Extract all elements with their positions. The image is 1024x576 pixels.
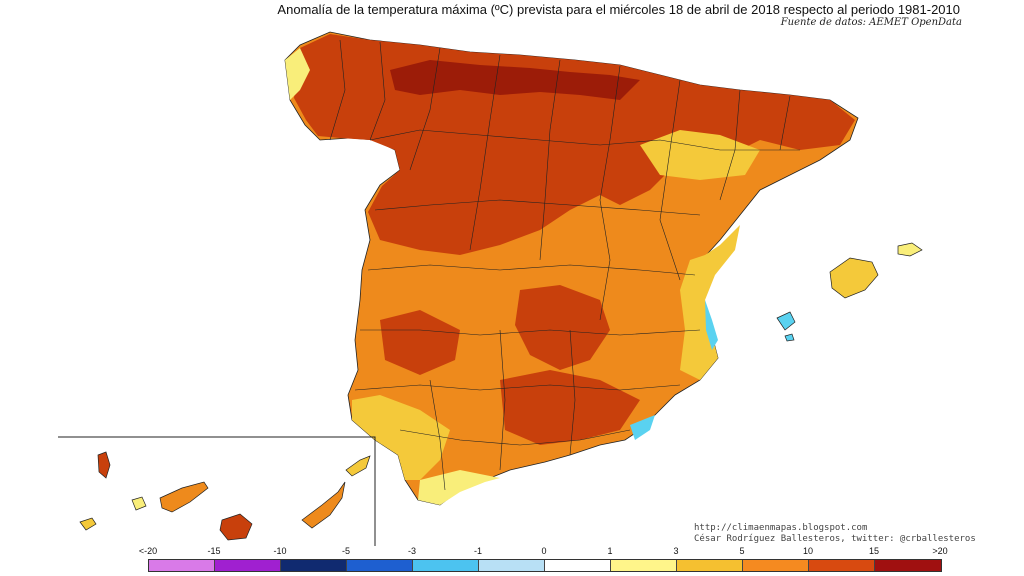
legend-swatch <box>743 560 809 571</box>
province-borders <box>329 39 800 491</box>
color-legend: <-20 -15 -10 -5 -3 -1 0 1 3 5 10 15 >20 <box>139 546 948 576</box>
legend-tick-label: <-20 <box>138 546 158 556</box>
legend-tick-label: 0 <box>541 546 547 556</box>
levante-mild-zone <box>680 225 740 380</box>
legend-tick-label: -3 <box>407 546 417 556</box>
southwest-mild-zone <box>352 395 450 480</box>
legend-tick-label: 3 <box>673 546 679 556</box>
legend-tick-label: 10 <box>802 546 814 556</box>
blog-url: http://climaenmapas.blogspot.com <box>694 523 868 533</box>
legend-tick-label: -10 <box>273 546 287 556</box>
legend-tick-label: 5 <box>739 546 745 556</box>
legend-tick-label: -5 <box>341 546 351 556</box>
legend-tick-label: 1 <box>607 546 613 556</box>
fuerteventura <box>301 481 346 529</box>
data-source: Fuente de datos: AEMET OpenData <box>780 17 962 28</box>
legend-swatch <box>215 560 281 571</box>
lanzarote <box>345 455 371 477</box>
ibiza <box>776 311 796 331</box>
galicia-coast-mild-zone <box>285 48 310 100</box>
legend-swatch <box>479 560 545 571</box>
legend-tick-label: 15 <box>868 546 880 556</box>
la-palma <box>97 451 111 479</box>
mallorca <box>829 257 879 299</box>
andalusia-coast-mild-zone <box>418 470 500 505</box>
west-anomaly-zone <box>380 310 460 375</box>
legend-swatch <box>545 560 611 571</box>
cantabrian-hotspot <box>390 60 640 100</box>
formentera <box>784 333 795 342</box>
author-credit: César Rodríguez Ballesteros, twitter: @c… <box>694 534 976 544</box>
legend-swatch <box>809 560 875 571</box>
el-hierro <box>79 517 97 531</box>
la-gomera <box>131 496 147 511</box>
legend-tick-label: -1 <box>473 546 483 556</box>
legend-tick-label: -15 <box>207 546 221 556</box>
legend-swatch <box>281 560 347 571</box>
legend-swatch <box>149 560 215 571</box>
legend-swatch <box>611 560 677 571</box>
canary-inset-frame <box>58 436 376 546</box>
murcia-coast-cool <box>630 415 655 440</box>
tenerife <box>159 481 209 513</box>
central-anomaly-zone <box>515 285 610 370</box>
valencia-coast-cool <box>705 300 718 350</box>
gran-canaria <box>219 513 253 541</box>
menorca <box>897 242 923 257</box>
legend-tick-label: >20 <box>932 546 948 556</box>
legend-swatch <box>347 560 413 571</box>
legend-swatch <box>677 560 743 571</box>
legend-swatches <box>148 559 942 572</box>
legend-swatch <box>875 560 941 571</box>
map-title: Anomalía de la temperatura máxima (ºC) p… <box>277 2 960 17</box>
legend-swatch <box>413 560 479 571</box>
